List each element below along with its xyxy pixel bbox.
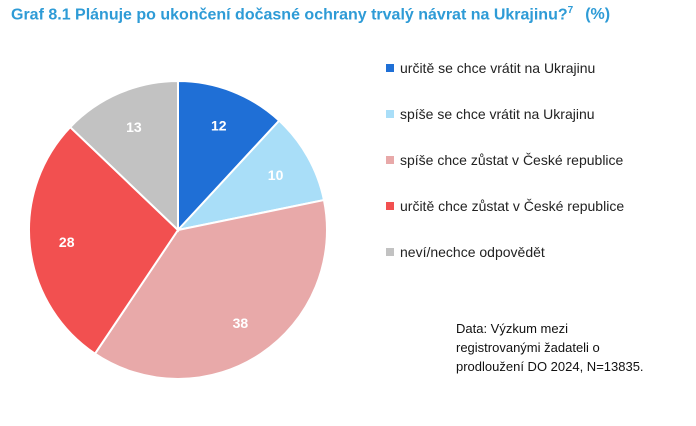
pie-slice-2 bbox=[175, 119, 326, 232]
legend-label-1: určitě se chce vrátit na Ukrajinu bbox=[400, 60, 596, 76]
title-unit: (%) bbox=[585, 6, 611, 24]
chart-legend: určitě se chce vrátit na Ukrajinu spíše s… bbox=[386, 60, 624, 290]
legend-label-5: neví/nechce odpovědět bbox=[400, 244, 545, 260]
legend-swatch-4 bbox=[386, 202, 394, 210]
pie-slice-5 bbox=[68, 79, 179, 233]
legend-swatch-3 bbox=[386, 156, 394, 164]
pie-slice-3 bbox=[93, 198, 328, 380]
legend-label-3: spíše chce zůstat v České republice bbox=[400, 152, 624, 168]
legend-label-4: určitě chce zůstat v České republice bbox=[400, 198, 625, 214]
pie-slice-1 bbox=[177, 79, 281, 233]
legend-label-2: spíše se chce vrátit na Ukrajinu bbox=[400, 106, 595, 122]
slice-label-4: 28 bbox=[59, 234, 75, 250]
slice-label-2: 10 bbox=[268, 167, 284, 183]
chart-title: Graf 8.1 Plánuje po ukončení dočasné och… bbox=[11, 5, 610, 24]
legend-item-4: určitě chce zůstat v České republice bbox=[386, 198, 624, 244]
chart-title-text: Graf 8.1 Plánuje po ukončení dočasné och… bbox=[11, 6, 568, 24]
legend-item-1: určitě se chce vrátit na Ukrajinu bbox=[386, 60, 624, 106]
legend-swatch-2 bbox=[386, 110, 394, 118]
legend-swatch-5 bbox=[386, 248, 394, 256]
legend-swatch-1 bbox=[386, 64, 394, 72]
slice-label-3: 38 bbox=[233, 315, 249, 331]
legend-item-2: spíše se chce vrátit na Ukrajinu bbox=[386, 106, 624, 152]
title-footnote: 7 bbox=[567, 5, 574, 16]
data-source-note: Data: Výzkum mezi registrovanými žadatel… bbox=[456, 321, 644, 374]
slice-label-1: 12 bbox=[211, 118, 227, 134]
pie-slice-4 bbox=[28, 125, 180, 356]
legend-item-5: neví/nechce odpovědět bbox=[386, 244, 624, 290]
legend-item-3: spíše chce zůstat v České republice bbox=[386, 152, 624, 198]
slice-label-5: 13 bbox=[126, 119, 142, 135]
